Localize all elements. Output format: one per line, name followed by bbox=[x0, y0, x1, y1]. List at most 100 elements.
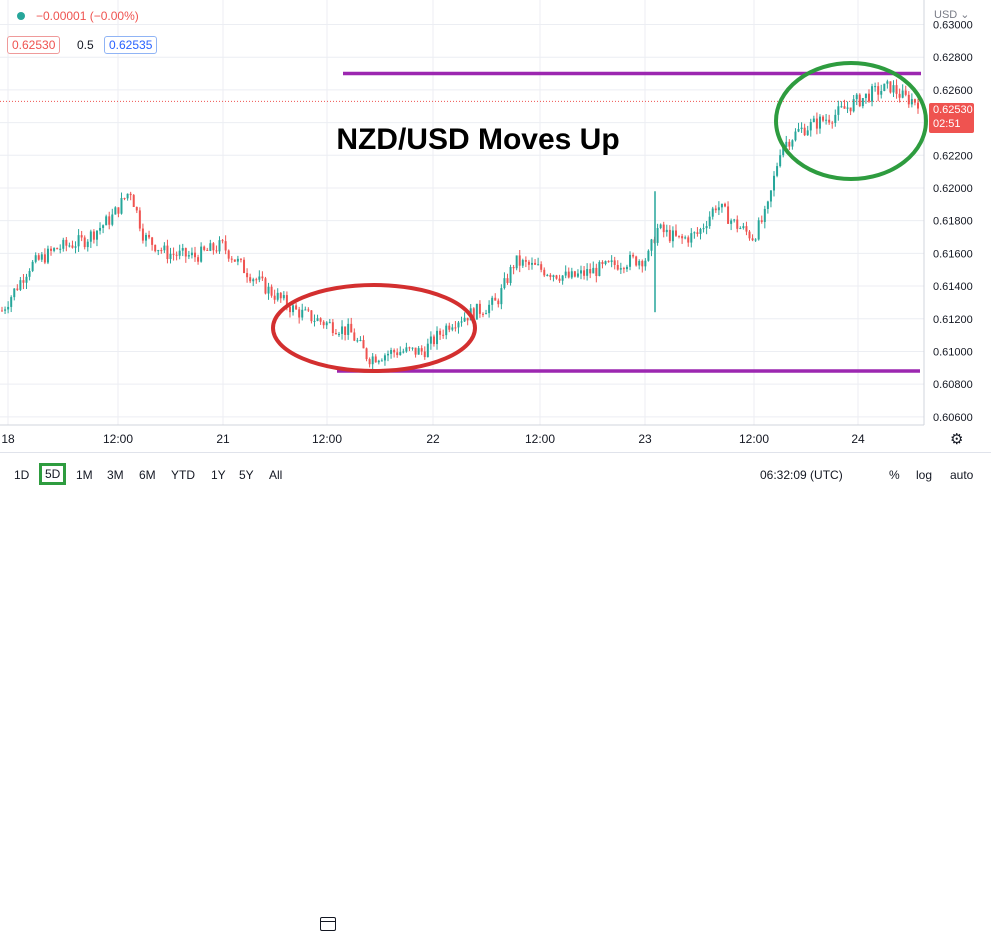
currency-selector[interactable]: USD ⌄ bbox=[934, 9, 970, 21]
candle-body bbox=[129, 193, 132, 196]
candle-body bbox=[10, 297, 13, 307]
candle-body bbox=[855, 94, 858, 100]
candle-body bbox=[647, 250, 650, 261]
candle-body bbox=[907, 94, 910, 105]
candle-body bbox=[442, 334, 445, 336]
y-tick-label: 0.61400 bbox=[933, 281, 973, 293]
candle-body bbox=[28, 270, 31, 277]
y-tick-label: 0.62800 bbox=[933, 52, 973, 64]
candle-body bbox=[861, 98, 864, 107]
candle-body bbox=[730, 220, 733, 224]
candle-body bbox=[328, 322, 331, 324]
candle-body bbox=[555, 275, 558, 279]
x-tick-label: 12:00 bbox=[739, 432, 769, 446]
candle-body bbox=[803, 127, 806, 136]
candle-body bbox=[50, 248, 53, 251]
candle-body bbox=[509, 267, 512, 283]
candle-body bbox=[828, 119, 831, 123]
settings-gear-icon[interactable]: ⚙ bbox=[950, 431, 964, 448]
price-chart: 0.630000.628000.626000.624000.622000.620… bbox=[0, 0, 973, 446]
candle-body bbox=[426, 343, 429, 358]
candle-body bbox=[19, 280, 22, 290]
candle-body bbox=[451, 327, 454, 330]
candle-body bbox=[460, 321, 463, 323]
candle-body bbox=[108, 216, 111, 225]
candle-body bbox=[598, 262, 601, 276]
candle-body bbox=[806, 130, 809, 136]
ask-button[interactable]: 0.62535 bbox=[104, 36, 158, 54]
log-toggle[interactable]: log bbox=[916, 468, 933, 482]
bid-button[interactable]: 0.62530 bbox=[7, 36, 61, 54]
candle-body bbox=[138, 210, 141, 229]
candle-body bbox=[267, 286, 270, 294]
candle-body bbox=[62, 239, 65, 249]
candle-body bbox=[917, 102, 919, 109]
candle-body bbox=[527, 261, 530, 265]
candle-body bbox=[904, 90, 907, 95]
auto-toggle[interactable]: auto bbox=[950, 468, 974, 482]
candle-body bbox=[80, 235, 83, 238]
candle-body bbox=[883, 83, 886, 92]
y-tick-label: 0.62200 bbox=[933, 150, 973, 162]
candle-body bbox=[197, 257, 200, 262]
range-5y[interactable]: 5Y bbox=[239, 468, 254, 482]
candle-body bbox=[233, 259, 236, 262]
candle-body bbox=[160, 250, 163, 252]
candle-body bbox=[396, 352, 399, 356]
candle-body bbox=[846, 107, 849, 109]
candle-body bbox=[485, 313, 488, 315]
candle-body bbox=[252, 279, 255, 282]
candle-body bbox=[895, 85, 898, 94]
candle-body bbox=[285, 295, 288, 307]
candle-body bbox=[53, 248, 56, 251]
candle-body bbox=[190, 252, 193, 256]
candle-body bbox=[89, 231, 92, 242]
candle-body bbox=[387, 353, 390, 356]
candle-body bbox=[736, 219, 739, 229]
range-6m[interactable]: 6M bbox=[139, 468, 156, 482]
candle-body bbox=[739, 228, 742, 230]
candle-body bbox=[203, 246, 206, 250]
candle-body bbox=[365, 348, 368, 360]
range-all[interactable]: All bbox=[269, 468, 283, 482]
candle-body bbox=[546, 274, 549, 276]
candle-body bbox=[913, 99, 916, 103]
range-ytd[interactable]: YTD bbox=[171, 468, 195, 482]
bar-countdown: 02:51 bbox=[933, 118, 961, 130]
candle-body bbox=[77, 235, 80, 247]
candle-body bbox=[723, 203, 726, 207]
candle-body bbox=[524, 260, 527, 262]
candle-body bbox=[481, 313, 484, 315]
candle-body bbox=[221, 240, 224, 242]
candle-body bbox=[534, 262, 537, 265]
candle-body bbox=[840, 106, 843, 108]
percent-toggle[interactable]: % bbox=[889, 468, 900, 482]
range-1d[interactable]: 1D bbox=[14, 468, 30, 482]
range-1y[interactable]: 1Y bbox=[211, 468, 226, 482]
candle-body bbox=[325, 322, 328, 326]
candle-body bbox=[500, 288, 503, 305]
candle-body bbox=[898, 93, 901, 98]
candle-body bbox=[580, 270, 583, 274]
candle-body bbox=[181, 248, 184, 251]
candle-body bbox=[126, 193, 129, 199]
candle-body bbox=[472, 308, 475, 320]
candle-body bbox=[644, 260, 647, 267]
clock-time: 06:32:09 (UTC) bbox=[760, 468, 843, 482]
candle-body bbox=[144, 234, 147, 241]
candle-body bbox=[4, 309, 7, 311]
candle-body bbox=[733, 219, 736, 221]
candle-body bbox=[714, 208, 717, 211]
candle-body bbox=[521, 260, 524, 266]
candle-body bbox=[408, 347, 411, 349]
range-5d[interactable]: 5D bbox=[39, 463, 67, 485]
candle-body bbox=[457, 322, 460, 328]
candle-body bbox=[411, 347, 414, 349]
candle-body bbox=[423, 351, 426, 358]
calendar-icon[interactable] bbox=[320, 917, 336, 931]
y-tick-label: 0.61600 bbox=[933, 248, 973, 260]
range-1m[interactable]: 1M bbox=[76, 468, 93, 482]
candle-body bbox=[304, 309, 307, 311]
range-3m[interactable]: 3M bbox=[107, 468, 124, 482]
